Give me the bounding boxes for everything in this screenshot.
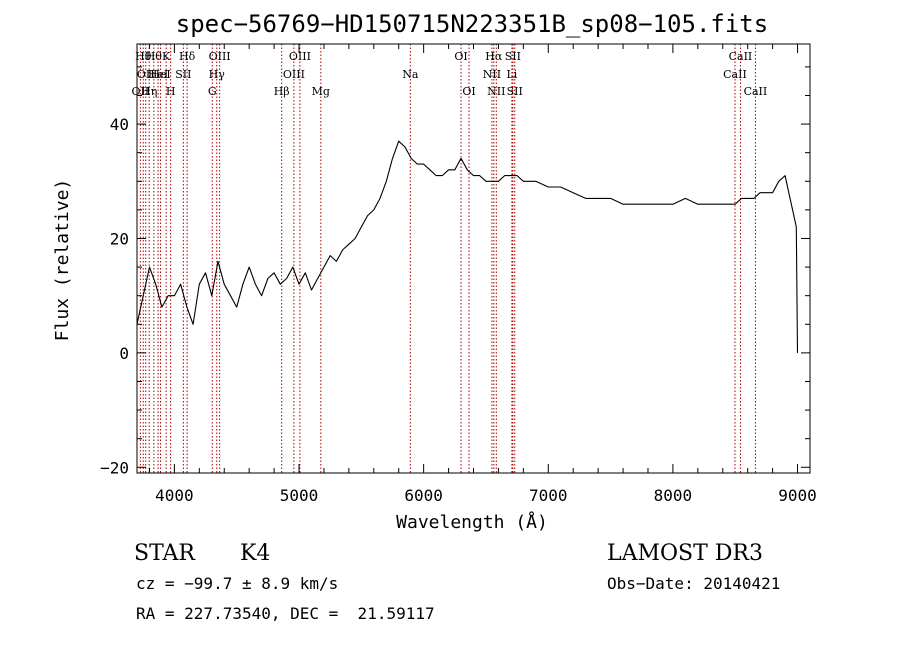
spectrum-line bbox=[136, 140, 799, 353]
subclass: K4 bbox=[240, 541, 270, 566]
line-marker-label: Na bbox=[402, 68, 419, 81]
y-tick-label: 0 bbox=[119, 344, 129, 363]
survey-name: LAMOST DR3 bbox=[607, 541, 763, 566]
line-marker-label: OII bbox=[137, 68, 155, 81]
line-marker-label: OI bbox=[454, 50, 467, 63]
obs-date-text: Obs−Date: 20140421 bbox=[607, 574, 780, 593]
line-marker-label: SII bbox=[507, 85, 523, 98]
line-marker-labels: OIIHθOIIHηHθHeIHeIKHSIIHδGHγOIIIHβOIIIOI… bbox=[132, 50, 768, 98]
x-tick-label: 7000 bbox=[529, 486, 568, 505]
line-marker-label: CaII bbox=[729, 50, 753, 63]
plot-frame bbox=[136, 43, 811, 474]
line-marker-label: G bbox=[208, 85, 217, 98]
line-marker-label: CaII bbox=[744, 85, 768, 98]
line-marker-label: SII bbox=[175, 68, 191, 81]
line-marker-label: OI bbox=[462, 85, 475, 98]
y-tick-label: −20 bbox=[100, 458, 129, 477]
line-marker-label: H bbox=[166, 85, 176, 98]
x-tick-label: 5000 bbox=[280, 486, 319, 505]
line-marker-label: OIII bbox=[283, 68, 305, 81]
line-marker-label: HeI bbox=[150, 68, 170, 81]
x-tick-label: 9000 bbox=[778, 486, 817, 505]
line-marker-label: Hγ bbox=[209, 68, 226, 81]
y-axis-label: Flux (relative) bbox=[52, 179, 73, 342]
line-marker-label: Hη bbox=[141, 85, 157, 98]
line-marker-label: Hθ bbox=[146, 50, 163, 63]
line-marker-label: Hα bbox=[485, 50, 503, 63]
x-axis-label: Wavelength (Å) bbox=[396, 511, 548, 533]
y-axis-ticks: −20 0 20 40 bbox=[100, 66, 810, 477]
x-axis-ticks: 4000 5000 6000 7000 8000 9000 bbox=[148, 44, 817, 505]
line-marker-label: OII bbox=[132, 85, 150, 98]
line-marker-label: Hβ bbox=[274, 85, 290, 98]
line-marker-label: OIII bbox=[209, 50, 231, 63]
line-marker-label: NII bbox=[483, 68, 501, 81]
spectrum-series bbox=[136, 140, 799, 353]
line-marker-label: HeI bbox=[148, 68, 168, 81]
line-marker-label: Hδ bbox=[179, 50, 196, 63]
line-marker-label: SII bbox=[505, 50, 521, 63]
line-marker-label: Hθ bbox=[135, 50, 152, 63]
line-marker-label: Li bbox=[506, 68, 517, 81]
x-tick-label: 4000 bbox=[155, 486, 194, 505]
line-markers bbox=[139, 44, 756, 473]
line-marker-label: Mg bbox=[312, 85, 330, 98]
line-marker-label: CaII bbox=[723, 68, 747, 81]
object-class: STAR bbox=[134, 541, 196, 566]
x-tick-label: 6000 bbox=[404, 486, 443, 505]
line-marker-label: K bbox=[162, 50, 171, 63]
line-marker-label: NII bbox=[487, 85, 505, 98]
y-tick-label: 20 bbox=[110, 229, 129, 248]
chart-title: spec−56769−HD150715N223351B_sp08−105.fit… bbox=[176, 10, 768, 38]
redshift-text: cz = −99.7 ± 8.9 km/s bbox=[136, 574, 338, 593]
coordinates-text: RA = 227.73540, DEC = 21.59117 bbox=[136, 604, 435, 623]
y-tick-label: 40 bbox=[110, 115, 129, 134]
line-marker-label: OIII bbox=[289, 50, 311, 63]
x-tick-label: 8000 bbox=[654, 486, 693, 505]
